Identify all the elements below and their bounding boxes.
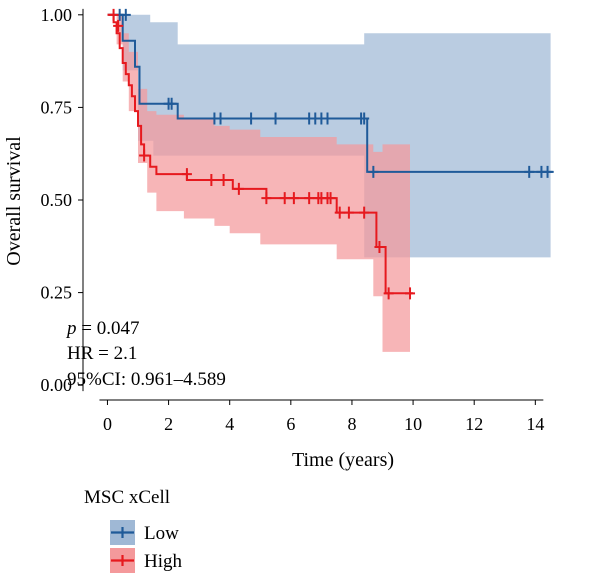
y-tick-label: 0.75 [41,97,73,117]
censor-mark-high [383,287,394,300]
stats-annotation: p = 0.047 HR = 2.1 95%CI: 0.961–4.589 [65,318,226,390]
y-tick-label: 0.25 [41,283,73,303]
censor-mark-high [334,206,345,219]
axes: 0.00 0.25 0.50 0.75 1.00 0 2 4 6 8 10 12 14 [41,5,545,434]
legend-title: MSC xCell [84,487,170,508]
censor-mark-low [542,165,553,178]
censor-mark-low [270,112,281,125]
censor-mark-high [279,192,290,205]
x-tick-label: 10 [404,414,422,434]
hr-annotation: HR = 2.1 [67,343,137,364]
censor-mark-high [218,174,229,186]
legend-item-low: Low [110,520,179,545]
censor-mark-high [405,287,416,300]
plot-area [107,8,554,352]
censor-mark-high [359,206,370,219]
x-tick-label: 2 [164,414,173,434]
censor-mark-low [359,112,370,125]
x-tick-label: 12 [465,414,483,434]
censor-mark-high [261,192,272,205]
y-tick-label: 0.50 [41,190,73,210]
censor-mark-low [322,112,333,125]
censor-marks [108,8,553,300]
censor-mark-high [325,192,336,205]
x-tick-label: 4 [225,414,234,434]
censor-mark-high [113,19,124,32]
censor-mark-high [374,241,385,254]
censor-mark-high [304,192,315,205]
x-tick-label: 6 [286,414,295,434]
censor-mark-high [206,174,217,186]
censor-mark-low [166,97,177,110]
legend-item-high: High [110,548,183,573]
legend-label-low: Low [144,523,179,544]
p-value: = 0.047 [77,318,140,339]
x-tick-label: 0 [103,414,112,434]
ci-annotation: 95%CI: 0.961–4.589 [67,369,226,390]
censor-mark-high [181,168,192,181]
y-tick-label: 0.00 [41,375,73,395]
censor-mark-high [288,192,299,205]
censor-mark-high [139,149,150,162]
y-axis-title: Overall survival [3,136,25,266]
x-ticks: 0 2 4 6 8 10 12 14 [103,400,544,434]
ci-band-low [107,14,551,258]
censor-mark-low [120,8,131,21]
x-tick-label: 8 [347,414,356,434]
censor-mark-high [233,182,244,195]
censor-mark-low [215,112,226,125]
censor-mark-low [524,165,535,178]
censor-mark-low [368,165,379,178]
x-tick-label: 14 [526,414,544,434]
confidence-bands [107,14,551,352]
x-axis-title: Time (years) [292,449,394,471]
legend-label-high: High [144,551,183,572]
censor-mark-low [246,112,257,125]
censor-mark-high [343,206,354,219]
legend: MSC xCell Low High [84,487,183,573]
censor-mark-high [108,8,119,21]
ci-band-high [107,14,410,352]
p-symbol: p [65,318,77,339]
p-value-annotation: p = 0.047 [65,318,139,339]
y-tick-label: 1.00 [41,5,73,25]
y-ticks: 0.00 0.25 0.50 0.75 1.00 [41,5,83,395]
